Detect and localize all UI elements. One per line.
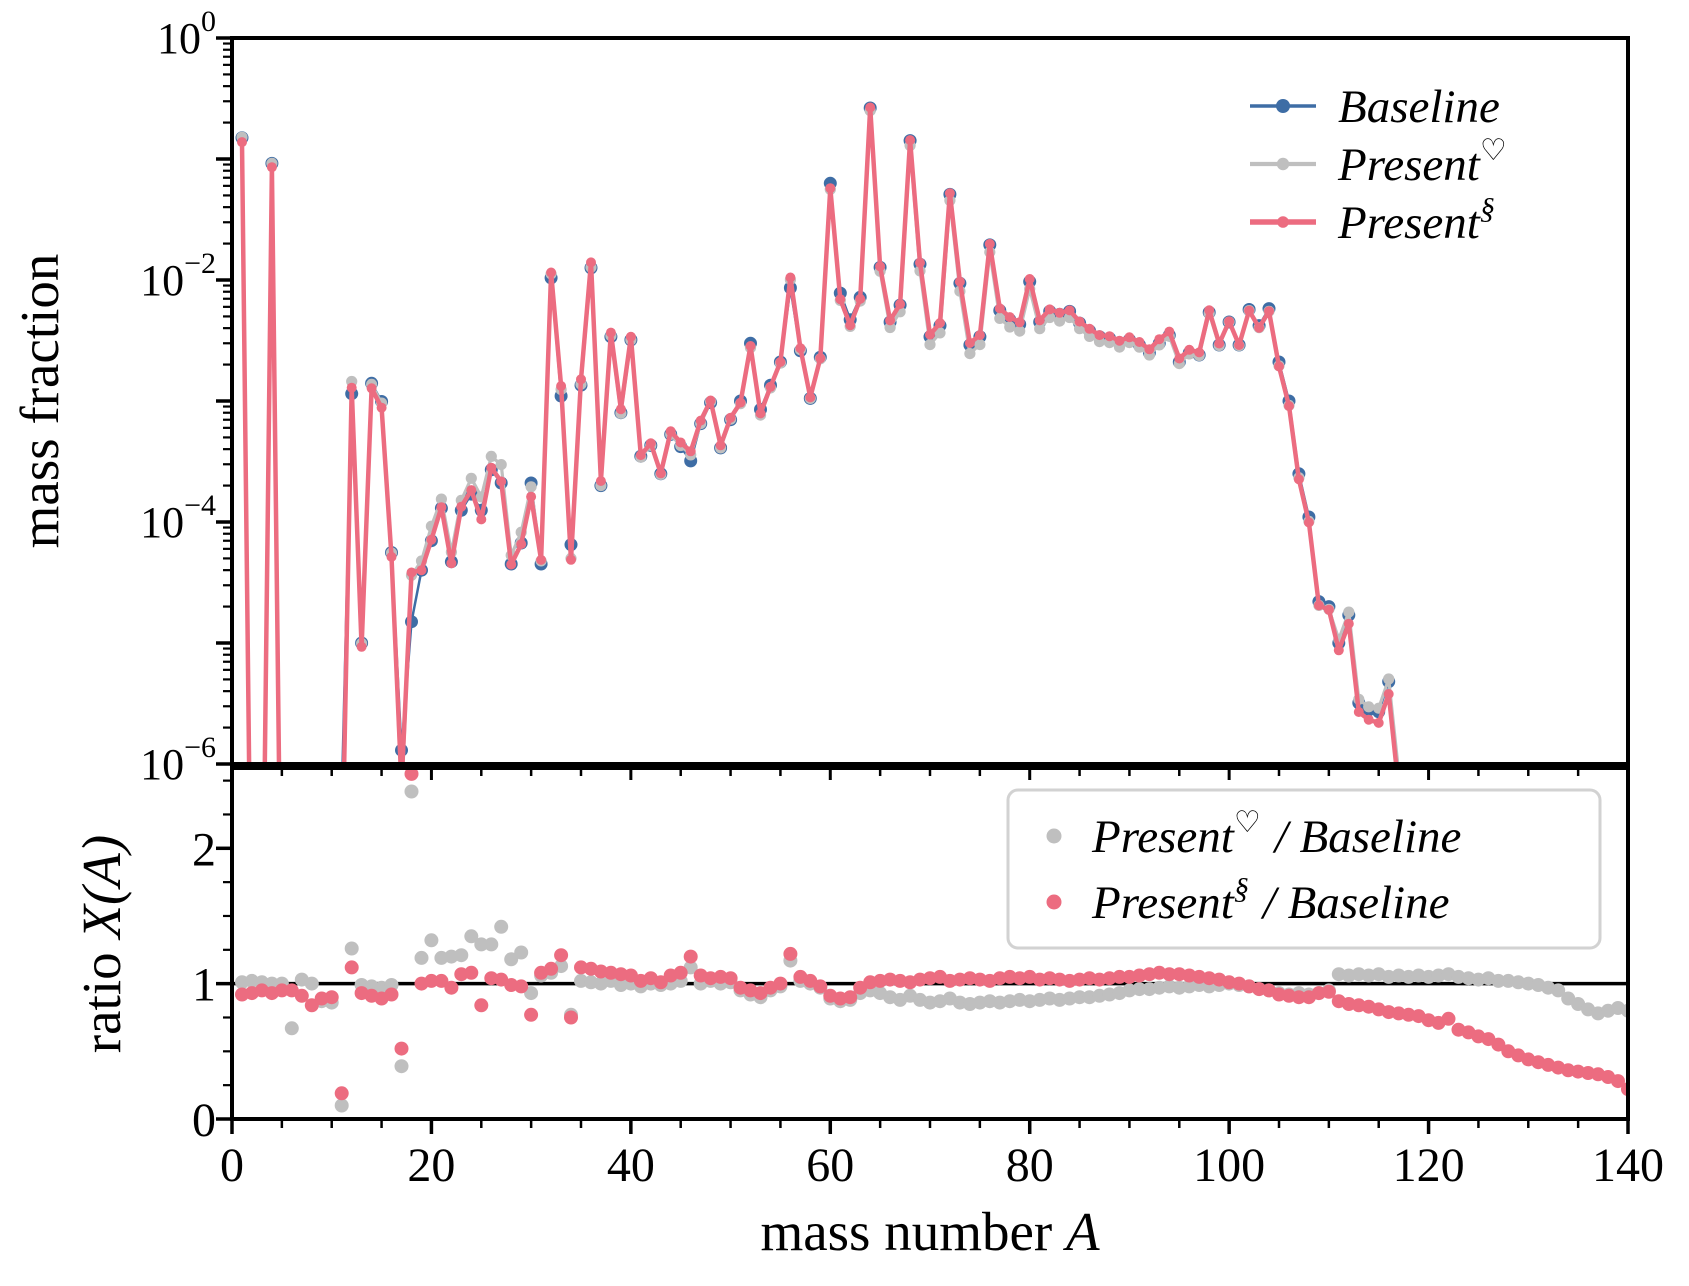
bottom-legend-label: Present§ / Baseline bbox=[1091, 872, 1449, 929]
top-panel-frame bbox=[230, 36, 1630, 766]
x-tick-label: 140 bbox=[1592, 1139, 1664, 1192]
bottom-legend-item-1: Present§ / Baseline bbox=[1046, 872, 1449, 929]
top-y-tick-label: 10−6 bbox=[140, 731, 216, 789]
present-section-series bbox=[237, 102, 1399, 764]
legend-marker-icon bbox=[1276, 99, 1290, 113]
top-panel-data bbox=[235, 101, 1400, 764]
chart-render-root: 0 20 40 60 80 100 120 140 100 10−2 10−4 10−6 0 1 2 Base… bbox=[140, 5, 1664, 1192]
x-tick-label: 0 bbox=[220, 1139, 244, 1192]
top-legend-item-1: Present♡ bbox=[1250, 133, 1507, 191]
top-legend-label: Present♡ bbox=[1337, 133, 1507, 191]
bottom-legend-item-0: Present♡ / Baseline bbox=[1046, 805, 1461, 863]
ratio-section-points bbox=[235, 768, 1628, 1101]
top-legend-item-2: Present§ bbox=[1250, 192, 1495, 249]
bottom-y-tick-label: 1 bbox=[192, 959, 216, 1012]
legend-marker-icon bbox=[1046, 894, 1062, 910]
bottom-y-tick-label: 0 bbox=[192, 1094, 216, 1147]
x-tick-label: 60 bbox=[806, 1139, 854, 1192]
top-legend-item-0: Baseline bbox=[1250, 81, 1500, 133]
x-tick-label: 40 bbox=[607, 1139, 655, 1192]
legend-marker-icon bbox=[1277, 216, 1289, 228]
x-axis-label-variable: A bbox=[1062, 1201, 1100, 1262]
bottom-panel-frame bbox=[230, 766, 1630, 1121]
x-axis-label-text: mass number bbox=[760, 1201, 1066, 1262]
top-y-tick-label: 100 bbox=[157, 5, 216, 63]
bottom-y-axis-label-prefix: ratio bbox=[71, 939, 132, 1054]
bottom-legend-label: Present♡ / Baseline bbox=[1091, 805, 1461, 863]
axis-labels: mass fraction ratio X(A) mass number A bbox=[9, 254, 1100, 1262]
panel-frames bbox=[230, 36, 1630, 1121]
top-y-tick-label: 10−2 bbox=[140, 247, 216, 305]
bottom-panel-data bbox=[232, 768, 1628, 1113]
x-tick-label: 80 bbox=[1006, 1139, 1054, 1192]
axes: 0 20 40 60 80 100 120 140 100 10−2 10−4 10−6 0 1 2 bbox=[140, 5, 1664, 1192]
top-y-tick-label: 10−4 bbox=[140, 489, 216, 547]
top-legend-label: Baseline bbox=[1338, 81, 1500, 133]
top-y-axis-label: mass fraction bbox=[9, 254, 70, 549]
bottom-legend-box bbox=[1006, 788, 1602, 950]
x-tick-label: 20 bbox=[407, 1139, 455, 1192]
top-legend-label: Present§ bbox=[1337, 192, 1495, 249]
bottom-y-axis-label: ratio X(A) bbox=[71, 835, 132, 1053]
bottom-y-tick-label: 2 bbox=[192, 823, 216, 876]
x-tick-label: 120 bbox=[1393, 1139, 1465, 1192]
x-tick-label: 100 bbox=[1193, 1139, 1265, 1192]
legend-marker-icon bbox=[1276, 157, 1290, 171]
legend-marker-icon bbox=[1046, 828, 1062, 844]
bottom-y-axis-label-math: X(A) bbox=[71, 835, 132, 941]
x-axis-label: mass number A bbox=[760, 1201, 1100, 1262]
